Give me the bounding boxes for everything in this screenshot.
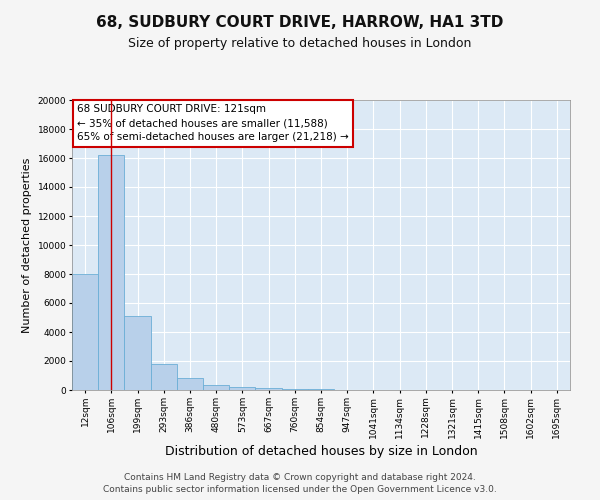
Bar [72, 274, 98, 390]
Bar [203, 386, 229, 390]
Y-axis label: Number of detached properties: Number of detached properties [22, 158, 32, 332]
Bar [229, 388, 256, 390]
X-axis label: Distribution of detached houses by size in London: Distribution of detached houses by size … [164, 444, 478, 458]
Text: Contains public sector information licensed under the Open Government Licence v3: Contains public sector information licen… [103, 485, 497, 494]
Bar [177, 378, 203, 390]
Bar [256, 388, 281, 390]
Bar [281, 388, 308, 390]
Bar [124, 316, 151, 390]
Text: 68 SUDBURY COURT DRIVE: 121sqm
← 35% of detached houses are smaller (11,588)
65%: 68 SUDBURY COURT DRIVE: 121sqm ← 35% of … [77, 104, 349, 142]
Text: Contains HM Land Registry data © Crown copyright and database right 2024.: Contains HM Land Registry data © Crown c… [124, 472, 476, 482]
Text: 68, SUDBURY COURT DRIVE, HARROW, HA1 3TD: 68, SUDBURY COURT DRIVE, HARROW, HA1 3TD [97, 15, 503, 30]
Bar [151, 364, 177, 390]
Bar [98, 155, 124, 390]
Text: Size of property relative to detached houses in London: Size of property relative to detached ho… [128, 38, 472, 51]
Bar [308, 388, 334, 390]
